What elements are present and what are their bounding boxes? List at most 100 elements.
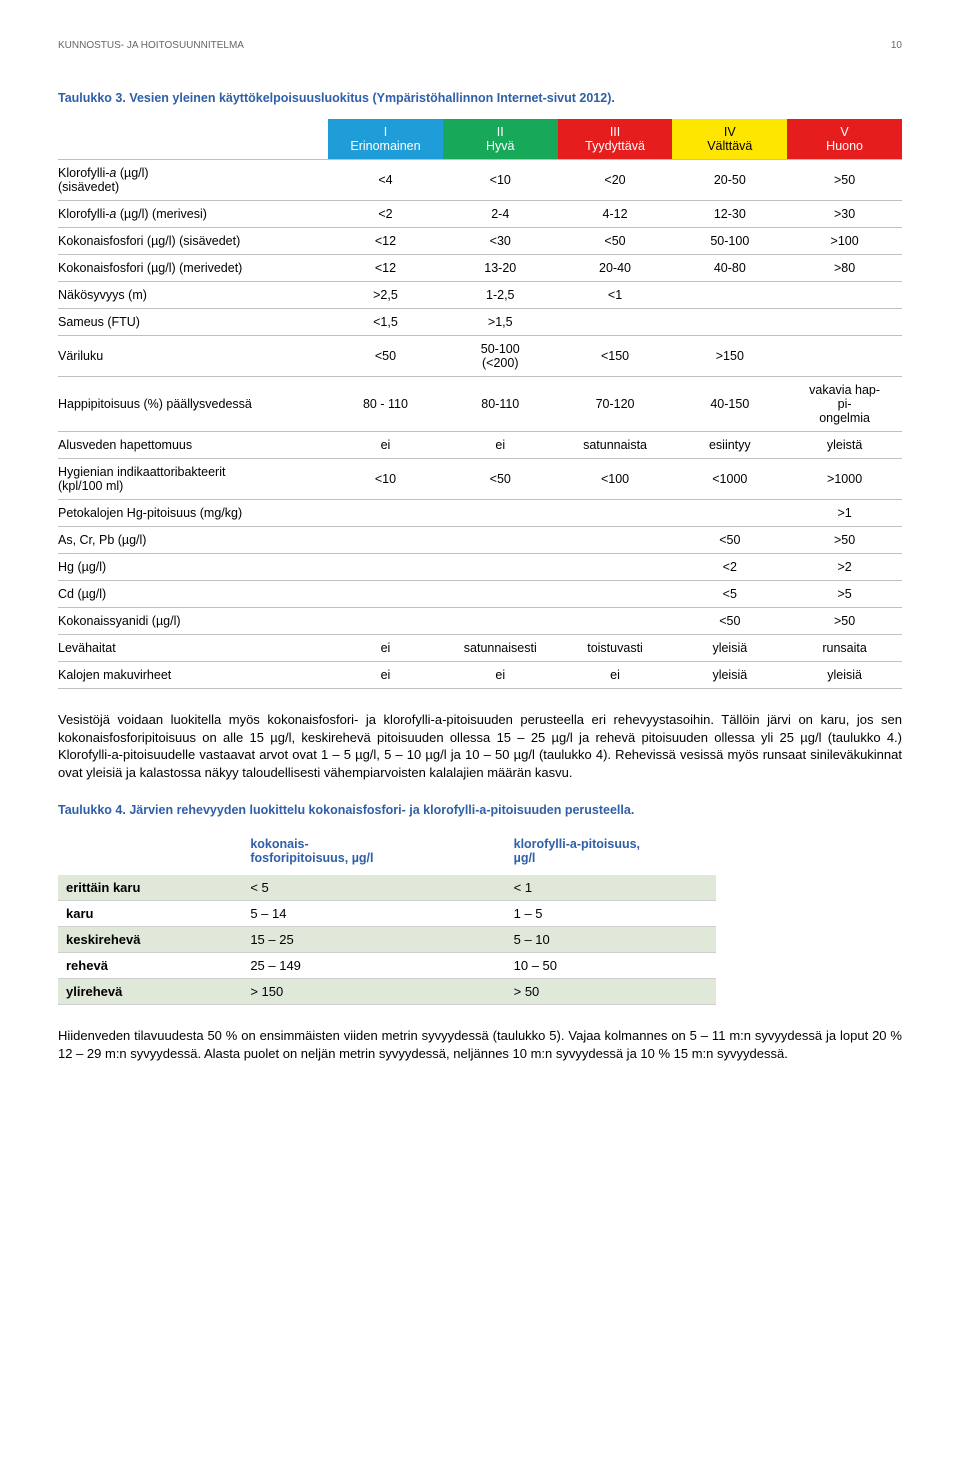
table4-cell: 15 – 25	[242, 927, 505, 953]
table4-cell: 5 – 10	[506, 927, 717, 953]
table3-row-label: Hygienian indikaattoribakteerit (kpl/100…	[58, 459, 328, 500]
table3-cell: <50	[558, 228, 673, 255]
table3-cell: <1,5	[328, 309, 443, 336]
table3-cell: <50	[443, 459, 558, 500]
table3-row: Levähaitateisatunnaisestitoistuvastiylei…	[58, 635, 902, 662]
table4-row-label: erittäin karu	[58, 875, 242, 901]
table3-cell: yleisiä	[787, 662, 902, 689]
table3-cell	[443, 500, 558, 527]
table3-cell: <5	[672, 581, 787, 608]
table3-header-4: VHuono	[787, 119, 902, 160]
table3-cell: >1,5	[443, 309, 558, 336]
table3-cell	[787, 336, 902, 377]
table3-row-label: Levähaitat	[58, 635, 328, 662]
table3-row: Alusveden hapettomuuseieisatunnaistaesii…	[58, 432, 902, 459]
table3-cell: <30	[443, 228, 558, 255]
table3-cell: <50	[672, 527, 787, 554]
table3-caption: Taulukko 3. Vesien yleinen käyttökelpois…	[58, 91, 902, 105]
table3-cell: >2,5	[328, 282, 443, 309]
page-header: KUNNOSTUS- JA HOITOSUUNNITELMA 10	[58, 40, 902, 51]
table4-cell: > 150	[242, 979, 505, 1005]
table3-cell	[443, 527, 558, 554]
table3-row-label: Näkösyvyys (m)	[58, 282, 328, 309]
table3-row-label: Klorofylli-a (µg/l)(sisävedet)	[58, 160, 328, 201]
table3-cell: >1000	[787, 459, 902, 500]
table4-row-label: keskirehevä	[58, 927, 242, 953]
table3-cell	[328, 554, 443, 581]
table3-cell: 1-2,5	[443, 282, 558, 309]
table3-row-label: Petokalojen Hg-pitoisuus (mg/kg)	[58, 500, 328, 527]
table3-cell	[672, 500, 787, 527]
table3-cell	[787, 309, 902, 336]
table3-cell: >30	[787, 201, 902, 228]
table3-row-label: Klorofylli-a (µg/l) (merivesi)	[58, 201, 328, 228]
table4-cell: 25 – 149	[242, 953, 505, 979]
table4-header-1: kokonais- fosforipitoisuus, µg/l	[242, 831, 505, 875]
table3-cell: ei	[558, 662, 673, 689]
table3-row: Näkösyvyys (m)>2,51-2,5<1	[58, 282, 902, 309]
table3-row-label: Cd (µg/l)	[58, 581, 328, 608]
table3-row-label: Kokonaisfosfori (µg/l) (merivedet)	[58, 255, 328, 282]
table3-cell	[328, 581, 443, 608]
paragraph-1: Vesistöjä voidaan luokitella myös kokona…	[58, 711, 902, 781]
table3-cell: 20-50	[672, 160, 787, 201]
table4-caption: Taulukko 4. Järvien rehevyyden luokittel…	[58, 803, 902, 817]
table3-cell: satunnaista	[558, 432, 673, 459]
table3: IErinomainenIIHyväIIITyydyttäväIVVälttäv…	[58, 119, 902, 689]
table3-header-3: IVVälttävä	[672, 119, 787, 160]
table3-cell: >50	[787, 608, 902, 635]
table3-cell	[328, 608, 443, 635]
table3-cell: <2	[672, 554, 787, 581]
table3-row: Cd (µg/l) <5>5	[58, 581, 902, 608]
table3-cell: <12	[328, 228, 443, 255]
table3-row: Petokalojen Hg-pitoisuus (mg/kg)>1	[58, 500, 902, 527]
table3-cell: <4	[328, 160, 443, 201]
table3-cell	[672, 282, 787, 309]
table3-cell	[443, 608, 558, 635]
table4-row-label: karu	[58, 901, 242, 927]
table3-cell: >50	[787, 527, 902, 554]
table3-cell	[328, 500, 443, 527]
table3-cell	[443, 554, 558, 581]
table4-cell: > 50	[506, 979, 717, 1005]
table3-header-empty	[58, 119, 328, 160]
table3-header-1: IIHyvä	[443, 119, 558, 160]
header-left: KUNNOSTUS- JA HOITOSUUNNITELMA	[58, 40, 244, 51]
table3-cell: 20-40	[558, 255, 673, 282]
table3-cell: <50	[328, 336, 443, 377]
table3-row: Kokonaisfosfori (µg/l) (merivedet)<1213-…	[58, 255, 902, 282]
table3-cell	[443, 581, 558, 608]
table3-cell: >2	[787, 554, 902, 581]
table3-row-label: Kokonaisfosfori (µg/l) (sisävedet)	[58, 228, 328, 255]
table3-header-2: IIITyydyttävä	[558, 119, 673, 160]
table3-cell	[328, 527, 443, 554]
table3-cell: ei	[443, 662, 558, 689]
table3-row: Kalojen makuvirheeteieieiyleisiäyleisiä	[58, 662, 902, 689]
table3-row-label: Kalojen makuvirheet	[58, 662, 328, 689]
table3-cell: 40-150	[672, 377, 787, 432]
table4-row: erittäin karu< 5< 1	[58, 875, 716, 901]
table3-cell	[558, 309, 673, 336]
table4-cell: 5 – 14	[242, 901, 505, 927]
table4-cell: 1 – 5	[506, 901, 717, 927]
table3-cell	[558, 608, 673, 635]
table3-cell: ei	[443, 432, 558, 459]
table3-cell: 40-80	[672, 255, 787, 282]
table3-cell	[558, 527, 673, 554]
table3-cell: yleistä	[787, 432, 902, 459]
table4-row-label: ylirehevä	[58, 979, 242, 1005]
table3-cell: <1000	[672, 459, 787, 500]
table3-row-label: Väriluku	[58, 336, 328, 377]
table3-cell	[787, 282, 902, 309]
table4-row-label: rehevä	[58, 953, 242, 979]
table3-cell: <10	[443, 160, 558, 201]
table3-cell	[672, 309, 787, 336]
table4-row: karu5 – 141 – 5	[58, 901, 716, 927]
table3-cell: >5	[787, 581, 902, 608]
table3-cell: yleisiä	[672, 635, 787, 662]
table3-header-0: IErinomainen	[328, 119, 443, 160]
table4-header-0	[58, 831, 242, 875]
table3-cell: <10	[328, 459, 443, 500]
table3-row: Väriluku<5050-100 (<200)<150>150	[58, 336, 902, 377]
table3-cell: yleisiä	[672, 662, 787, 689]
